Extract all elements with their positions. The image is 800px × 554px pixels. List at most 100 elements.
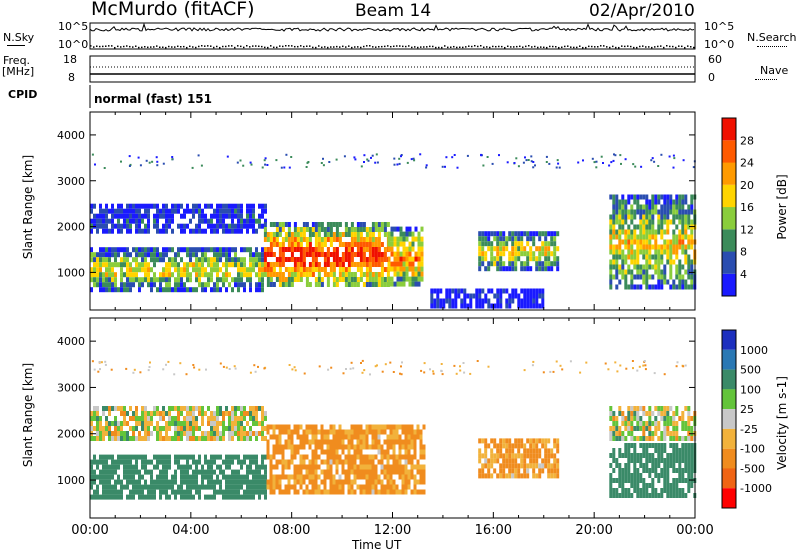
nsearch-trace-dot	[153, 46, 155, 48]
velocity-cell	[350, 489, 354, 495]
velocity-cell	[222, 431, 225, 436]
power-cell	[630, 234, 634, 240]
velocity-colorbar-segment	[722, 409, 736, 429]
nsearch-trace-dot	[417, 46, 419, 49]
power-cell	[290, 247, 294, 252]
power-cell	[120, 247, 123, 253]
velocity-cell	[535, 438, 539, 444]
nsearch-trace-dot	[519, 45, 521, 48]
power-cell	[436, 303, 440, 309]
velocity-cell	[374, 439, 378, 445]
velocity-cell	[684, 468, 688, 473]
power-cell	[237, 223, 240, 229]
power-cell	[317, 232, 321, 237]
power-cell	[478, 256, 482, 262]
velocity-cell	[180, 494, 183, 500]
power-cell	[111, 277, 114, 283]
velocity-cell	[632, 367, 634, 370]
velocity-cell	[612, 431, 616, 436]
velocity-cell	[135, 464, 138, 470]
velocity-cell	[192, 364, 195, 366]
velocity-cell	[329, 474, 333, 480]
velocity-cell	[135, 416, 138, 421]
power-cell	[639, 234, 643, 240]
velocity-cell	[99, 479, 102, 485]
velocity-cell	[111, 459, 114, 465]
power-cell	[669, 219, 673, 225]
power-cell	[266, 247, 270, 252]
velocity-cell	[150, 431, 153, 436]
velocity-cell	[618, 453, 622, 458]
power-cell	[180, 287, 183, 293]
power-cell	[669, 269, 673, 275]
power-cell	[129, 223, 132, 229]
velocity-cell	[419, 489, 423, 495]
velocity-cell	[246, 464, 249, 470]
power-cell	[201, 282, 204, 288]
power-cell	[417, 271, 421, 277]
nsearch-trace-dot	[540, 46, 542, 48]
power-cell	[183, 262, 186, 268]
power-cell	[317, 267, 321, 272]
velocity-cell	[514, 458, 518, 464]
power-cell	[234, 208, 237, 214]
velocity-cell	[249, 436, 252, 441]
velocity-cell	[416, 464, 420, 470]
power-cell	[399, 281, 403, 287]
power-cell	[377, 282, 381, 287]
power-cell	[478, 246, 482, 252]
velocity-cell	[353, 469, 357, 475]
velocity-cell	[135, 426, 138, 431]
velocity-cell	[612, 448, 616, 453]
nsearch-trace-dot	[507, 45, 509, 48]
velocity-cell	[293, 474, 297, 480]
velocity-cell	[341, 434, 345, 440]
velocity-cell	[123, 454, 126, 460]
velocity-cell	[624, 488, 628, 493]
velocity-cell	[645, 411, 649, 416]
power-cell	[408, 256, 412, 262]
power-cell	[156, 208, 159, 214]
power-cell	[159, 252, 162, 258]
power-cell	[258, 287, 261, 293]
velocity-cell	[398, 459, 402, 465]
velocity-cell	[374, 479, 378, 485]
nsearch-trace-dot	[423, 46, 425, 48]
power-cell	[213, 257, 216, 263]
velocity-cell	[290, 434, 294, 440]
velocity-cell	[362, 464, 366, 470]
power-cell	[249, 262, 252, 268]
power-cell	[99, 208, 102, 214]
power-cell	[525, 159, 528, 162]
velocity-cell	[511, 463, 515, 469]
power-cell	[126, 287, 129, 293]
nsearch-trace-dot	[321, 46, 323, 49]
velocity-cell	[332, 479, 336, 485]
power-cell	[367, 159, 370, 162]
power-cell	[99, 267, 102, 273]
power-cell	[174, 287, 177, 293]
velocity-cell	[264, 464, 267, 470]
velocity-cell	[413, 429, 417, 435]
power-cell	[123, 282, 126, 288]
velocity-cell	[684, 406, 688, 411]
power-cell	[526, 298, 530, 304]
power-cell	[520, 251, 524, 257]
power-cell	[359, 262, 363, 267]
power-cell	[335, 227, 339, 232]
x-tick-label: 20:00	[575, 523, 612, 538]
power-cell	[165, 218, 168, 224]
power-cell	[505, 236, 509, 242]
power-cell	[657, 259, 661, 265]
power-cell	[263, 232, 267, 237]
power-cell	[630, 204, 634, 210]
velocity-cell	[508, 448, 512, 454]
power-cell	[261, 213, 264, 219]
power-cell	[362, 237, 366, 242]
velocity-cell	[168, 416, 171, 421]
velocity-cell	[125, 367, 128, 370]
power-cell	[180, 277, 183, 283]
power-cell	[399, 261, 403, 267]
power-cell	[114, 277, 117, 283]
velocity-cell	[350, 434, 354, 440]
